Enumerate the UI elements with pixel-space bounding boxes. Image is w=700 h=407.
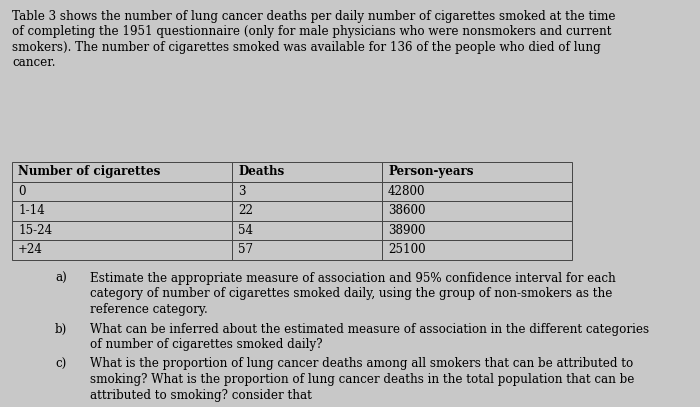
Bar	[12, 162, 232, 182]
Text: reference category.: reference category.	[90, 303, 208, 316]
Text: 1-14: 1-14	[18, 204, 45, 217]
Text: Deaths: Deaths	[238, 165, 284, 178]
Text: +24: +24	[18, 243, 43, 256]
Bar	[232, 182, 382, 201]
Text: attributed to smoking? consider that: attributed to smoking? consider that	[90, 389, 312, 401]
Bar	[232, 162, 382, 182]
Text: 42800: 42800	[388, 185, 426, 198]
Bar	[382, 182, 572, 201]
Text: b): b)	[55, 322, 67, 335]
Text: 15-24: 15-24	[18, 224, 52, 237]
Text: 25100: 25100	[388, 243, 426, 256]
Bar	[382, 221, 572, 240]
Text: What can be inferred about the estimated measure of association in the different: What can be inferred about the estimated…	[90, 322, 649, 335]
Bar	[382, 240, 572, 260]
Text: category of number of cigarettes smoked daily, using the group of non-smokers as: category of number of cigarettes smoked …	[90, 287, 612, 300]
Bar	[12, 240, 232, 260]
Text: 38900: 38900	[388, 224, 426, 237]
Bar	[232, 221, 382, 240]
Text: 57: 57	[238, 243, 253, 256]
Text: of completing the 1951 questionnaire (only for male physicians who were nonsmoke: of completing the 1951 questionnaire (on…	[12, 26, 612, 39]
Text: cancer.: cancer.	[12, 57, 55, 70]
Bar	[232, 201, 382, 221]
Text: c): c)	[55, 357, 66, 370]
Text: smokers). The number of cigarettes smoked was available for 136 of the people wh: smokers). The number of cigarettes smoke…	[12, 41, 601, 54]
Bar	[12, 201, 232, 221]
Bar	[382, 162, 572, 182]
Text: smoking? What is the proportion of lung cancer deaths in the total population th: smoking? What is the proportion of lung …	[90, 373, 634, 386]
Text: 54: 54	[238, 224, 253, 237]
Text: Number of cigarettes: Number of cigarettes	[18, 165, 160, 178]
Text: 38600: 38600	[388, 204, 426, 217]
Text: a): a)	[55, 272, 66, 285]
Bar	[232, 240, 382, 260]
Text: 22: 22	[238, 204, 253, 217]
Text: Table 3 shows the number of lung cancer deaths per daily number of cigarettes sm: Table 3 shows the number of lung cancer …	[12, 10, 615, 23]
Text: Estimate the appropriate measure of association and 95% confidence interval for : Estimate the appropriate measure of asso…	[90, 272, 616, 285]
Bar	[12, 182, 232, 201]
Text: 0: 0	[18, 185, 25, 198]
Bar	[382, 201, 572, 221]
Bar	[12, 221, 232, 240]
Text: What is the proportion of lung cancer deaths among all smokers that can be attri: What is the proportion of lung cancer de…	[90, 357, 634, 370]
Text: of number of cigarettes smoked daily?: of number of cigarettes smoked daily?	[90, 338, 323, 351]
Text: 3: 3	[238, 185, 246, 198]
Text: Person-years: Person-years	[388, 165, 473, 178]
